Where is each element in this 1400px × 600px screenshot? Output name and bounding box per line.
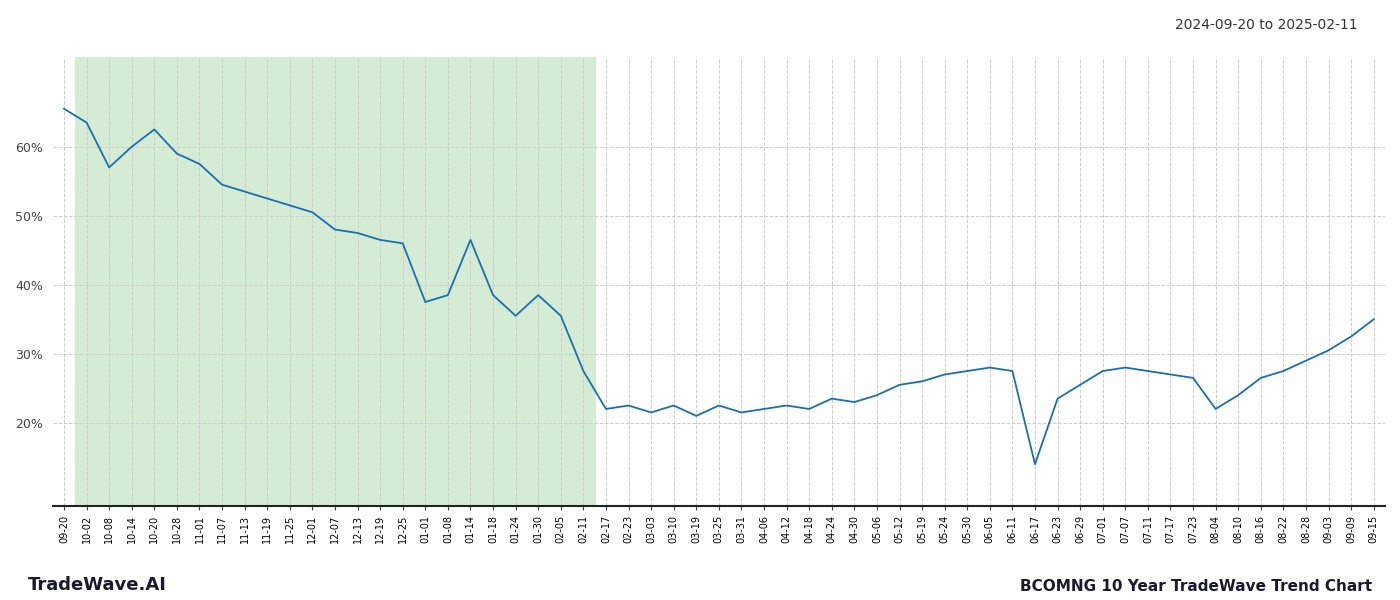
Text: TradeWave.AI: TradeWave.AI [28,576,167,594]
Text: BCOMNG 10 Year TradeWave Trend Chart: BCOMNG 10 Year TradeWave Trend Chart [1019,579,1372,594]
Text: 2024-09-20 to 2025-02-11: 2024-09-20 to 2025-02-11 [1176,18,1358,32]
Bar [76,57,595,506]
